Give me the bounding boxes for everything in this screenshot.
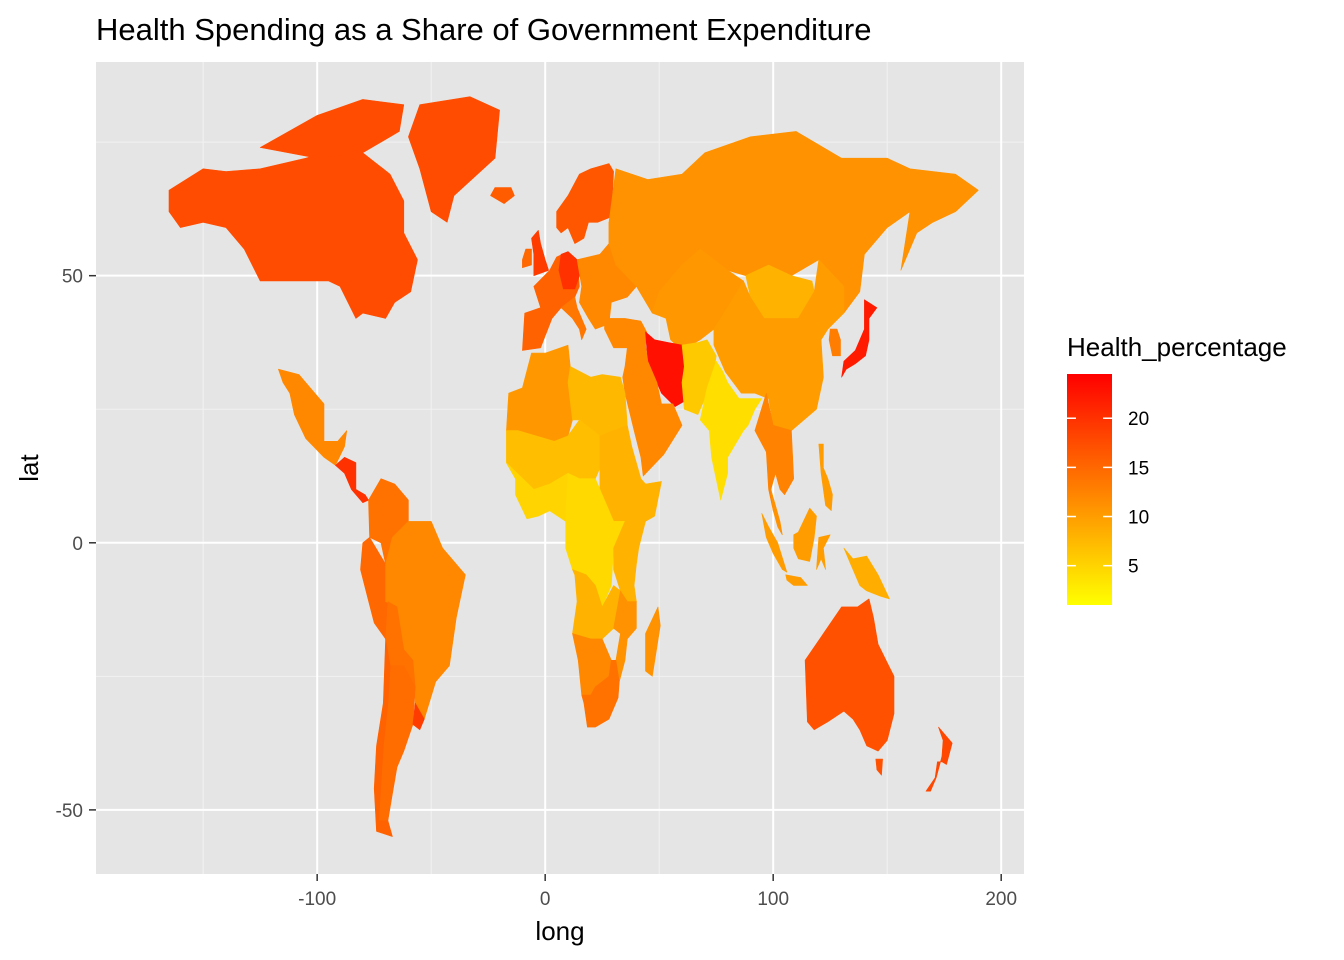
y-tick-label: 0 <box>72 534 83 555</box>
region-tasmania <box>875 758 883 776</box>
y-axis: -50 0 50 <box>56 267 96 822</box>
x-tick-label: -100 <box>298 889 336 910</box>
region-egypt-libya <box>567 366 628 437</box>
country-regions <box>168 96 979 837</box>
y-tick-label: -50 <box>56 801 83 822</box>
region-arctic-islands <box>259 99 405 159</box>
region-north-america <box>168 147 418 319</box>
region-greenland <box>408 96 500 223</box>
region-india <box>699 360 763 501</box>
region-ireland <box>522 248 532 269</box>
region-sumatra <box>761 513 788 573</box>
region-chile <box>373 638 393 837</box>
legend-title: Health_percentage <box>1067 332 1287 362</box>
x-tick-label: 0 <box>540 889 551 910</box>
x-axis: -100 0 100 200 <box>298 874 1017 910</box>
region-east-africa <box>613 521 640 602</box>
region-south-africa <box>581 659 620 728</box>
region-afghanistan-pakistan <box>681 339 717 415</box>
region-korea <box>828 328 841 357</box>
region-madagascar <box>645 606 661 677</box>
region-sulawesi <box>816 534 831 570</box>
legend-label: 20 <box>1128 409 1149 430</box>
legend-label: 5 <box>1128 557 1139 578</box>
region-java <box>785 574 808 586</box>
region-southeast-asia <box>754 392 795 512</box>
region-china <box>713 259 845 431</box>
y-tick-label: 50 <box>62 267 83 288</box>
region-uruguay <box>412 702 425 731</box>
region-mexico <box>278 368 348 466</box>
region-central-america <box>335 456 369 504</box>
legend: Health_percentage 5 10 15 20 <box>1067 332 1287 605</box>
region-philippines <box>818 443 833 512</box>
region-iceland <box>490 187 515 204</box>
chart-title: Health Spending as a Share of Government… <box>96 12 871 47</box>
region-mozambique <box>613 590 637 683</box>
region-west-africa-coast <box>506 462 569 522</box>
region-turkey <box>604 318 647 349</box>
region-japan <box>841 299 878 378</box>
region-middle-east <box>622 344 683 477</box>
legend-ticks: 5 10 15 20 <box>1067 409 1149 578</box>
x-tick-label: 200 <box>985 889 1017 910</box>
x-tick-label: 100 <box>757 889 789 910</box>
region-new-zealand <box>925 726 953 792</box>
legend-colorbar <box>1067 374 1112 605</box>
y-axis-title: lat <box>14 453 44 481</box>
region-new-guinea <box>843 547 890 600</box>
legend-label: 15 <box>1128 458 1149 479</box>
region-australia <box>804 598 895 752</box>
x-axis-title: long <box>535 916 584 946</box>
region-united-kingdom <box>531 230 549 277</box>
region-borneo <box>793 507 817 562</box>
legend-label: 10 <box>1128 508 1149 529</box>
region-italy <box>560 296 587 341</box>
region-malay-peninsula <box>770 489 783 536</box>
